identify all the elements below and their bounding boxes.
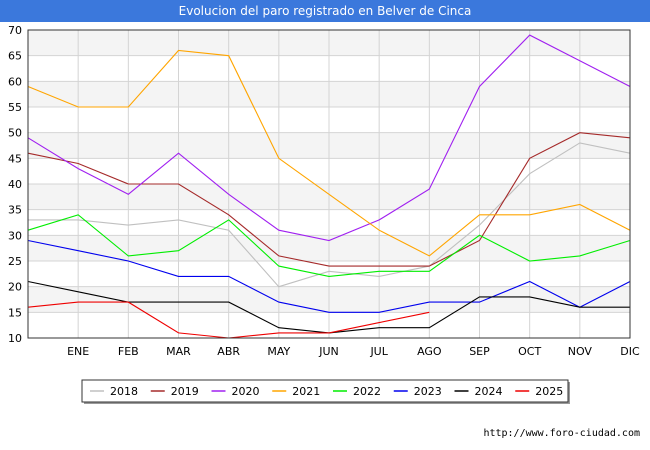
x-tick-labels: ENE FEB MAR ABR MAY JUN JUL AGO SEP OCT NOV DIC	[67, 345, 640, 358]
y-tick-label: 35	[8, 204, 22, 217]
x-tick-label: MAR	[166, 345, 191, 358]
x-tick-label: MAY	[267, 345, 290, 358]
y-tick-label: 60	[8, 75, 22, 88]
x-tick-label: AGO	[417, 345, 442, 358]
legend-label-2023: 2023	[414, 385, 442, 398]
x-tick-label: ABR	[217, 345, 240, 358]
x-tick-label: DIC	[620, 345, 640, 358]
legend-box	[81, 379, 569, 403]
legend-label-2020: 2020	[232, 385, 260, 398]
legend-label-2018: 2018	[110, 385, 138, 398]
y-tick-label: 30	[8, 229, 22, 242]
series-lines	[27, 34, 631, 339]
y-tick-label: 25	[8, 255, 22, 268]
x-tick-label: OCT	[518, 345, 541, 358]
series-line-2023	[27, 239, 631, 313]
legend-label-2019: 2019	[171, 385, 199, 398]
y-tick-label: 20	[8, 281, 22, 294]
x-tick-label: JUN	[318, 345, 339, 358]
watermark: http://www.foro-ciudad.com	[483, 428, 640, 439]
x-tick-label: JUL	[369, 345, 388, 358]
x-tick-label: FEB	[118, 345, 139, 358]
plot-frame	[27, 29, 631, 339]
legend-label-2025: 2025	[535, 385, 563, 398]
axes	[27, 29, 631, 339]
legend: 2018 2019 2020 2021 2022 2023 2024 2025	[81, 379, 570, 404]
series-line-2018	[28, 142, 631, 288]
y-tick-label: 45	[8, 152, 22, 165]
series-line-2020	[27, 34, 631, 242]
y-tick-label: 65	[8, 50, 22, 63]
legend-label-2021: 2021	[292, 385, 320, 398]
chart-title: Evolucion del paro registrado en Belver …	[0, 0, 650, 22]
y-tick-label: 10	[8, 332, 22, 345]
series-line-2019	[27, 132, 631, 267]
series-line-2021	[27, 49, 631, 257]
y-tick-label: 55	[8, 101, 22, 114]
legend-label-2024: 2024	[475, 385, 503, 398]
legend-label-2022: 2022	[353, 385, 381, 398]
series-line-2022	[27, 214, 631, 277]
y-tick-label: 70	[8, 24, 22, 37]
x-tick-label: NOV	[568, 345, 593, 358]
y-tick-labels: 10 15 20 25 30 35 40 45 50 55 60 65 70	[8, 24, 22, 345]
y-tick-label: 15	[8, 306, 22, 319]
y-tick-label: 50	[8, 127, 22, 140]
y-tick-label: 40	[8, 178, 22, 191]
x-tick-label: SEP	[469, 345, 490, 358]
x-tick-label: ENE	[67, 345, 89, 358]
